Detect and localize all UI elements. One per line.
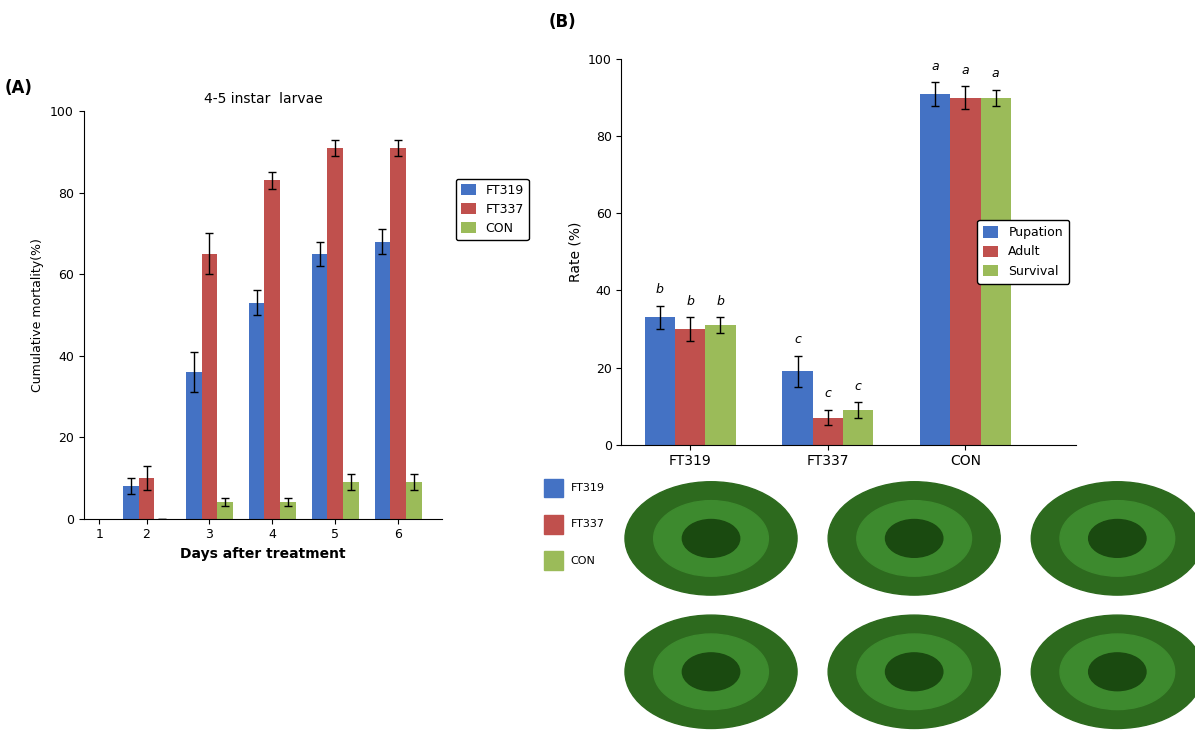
Text: c: c	[795, 333, 801, 346]
Circle shape	[625, 615, 797, 728]
Bar	[920, 94, 950, 445]
Bar	[544, 479, 563, 497]
Text: FT319: FT319	[893, 619, 936, 632]
Circle shape	[1060, 501, 1175, 576]
Circle shape	[1089, 653, 1146, 691]
Bar	[280, 502, 296, 519]
Y-axis label: Rate (%): Rate (%)	[569, 222, 582, 282]
Bar	[645, 317, 675, 445]
Circle shape	[857, 634, 972, 710]
Text: (A): (A)	[5, 79, 32, 96]
Circle shape	[828, 615, 1000, 728]
Text: FT337: FT337	[1096, 619, 1139, 632]
Bar	[249, 302, 264, 519]
Circle shape	[1060, 634, 1175, 710]
Bar	[343, 482, 358, 519]
Bar	[374, 242, 391, 519]
Circle shape	[1031, 615, 1195, 728]
Circle shape	[1031, 482, 1195, 595]
Text: c: c	[854, 379, 862, 393]
Circle shape	[682, 519, 740, 557]
Bar	[264, 181, 280, 519]
Bar	[406, 482, 422, 519]
Text: b: b	[686, 295, 694, 308]
Text: CON: CON	[571, 556, 595, 565]
Circle shape	[1089, 519, 1146, 557]
Text: c: c	[825, 388, 832, 400]
Bar	[186, 372, 202, 519]
Circle shape	[625, 482, 797, 595]
Circle shape	[828, 482, 1000, 595]
Bar	[544, 515, 563, 534]
Bar	[842, 410, 874, 445]
Bar	[202, 253, 217, 519]
Text: a: a	[931, 60, 939, 73]
Legend: FT319, FT337, CON: FT319, FT337, CON	[455, 179, 529, 240]
Text: b: b	[656, 283, 664, 296]
Bar	[813, 418, 842, 445]
Circle shape	[654, 634, 768, 710]
Circle shape	[682, 653, 740, 691]
Text: (B): (B)	[549, 13, 576, 31]
Bar	[327, 147, 343, 519]
Text: a: a	[992, 67, 999, 81]
Circle shape	[885, 653, 943, 691]
Bar	[705, 325, 736, 445]
Bar	[544, 551, 563, 570]
Bar	[123, 486, 139, 519]
Text: Control: Control	[686, 619, 736, 632]
Bar	[139, 478, 154, 519]
Text: a: a	[962, 64, 969, 76]
Text: FT319: FT319	[571, 483, 605, 493]
Text: FT337: FT337	[571, 519, 605, 529]
Circle shape	[654, 501, 768, 576]
Circle shape	[885, 519, 943, 557]
Bar	[217, 502, 233, 519]
Title: 4-5 instar  larvae: 4-5 instar larvae	[203, 92, 323, 106]
Bar	[312, 253, 327, 519]
Y-axis label: Cumulative mortality(%): Cumulative mortality(%)	[31, 238, 44, 392]
Circle shape	[857, 501, 972, 576]
Legend: Pupation, Adult, Survival: Pupation, Adult, Survival	[978, 220, 1070, 284]
Text: b: b	[717, 295, 724, 308]
Bar	[391, 147, 406, 519]
X-axis label: Days after treatment: Days after treatment	[180, 547, 345, 561]
Bar	[783, 371, 813, 445]
Bar	[675, 329, 705, 445]
Bar	[950, 98, 981, 445]
Bar	[981, 98, 1011, 445]
